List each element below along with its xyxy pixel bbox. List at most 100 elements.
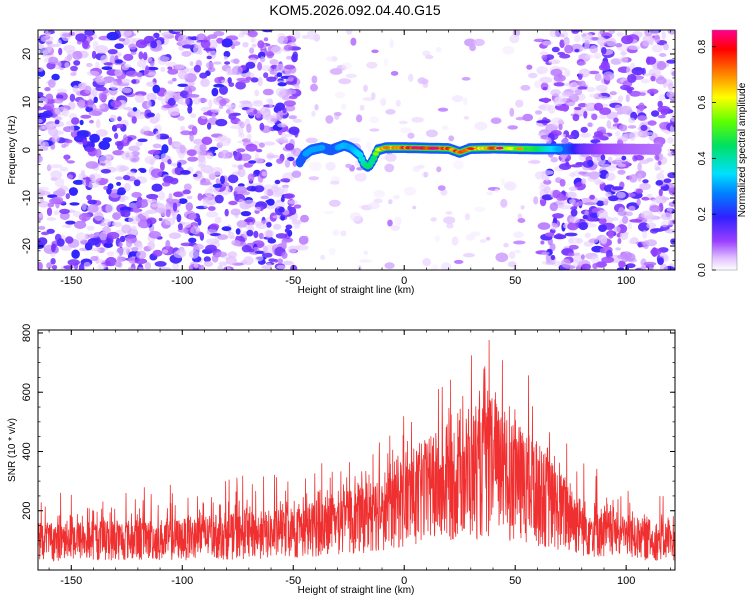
noise-blob <box>520 205 525 210</box>
noise-blob <box>288 115 297 120</box>
noise-blob <box>191 126 198 136</box>
noise-blob <box>474 206 486 212</box>
noise-blob <box>550 156 558 163</box>
noise-blob <box>38 67 44 72</box>
noise-blob <box>207 34 218 39</box>
noise-blob <box>217 234 229 240</box>
noise-blob <box>285 224 293 230</box>
snr-x-axis: -150 -100 -50 0 50 100 <box>48 330 671 587</box>
noise-blob <box>187 105 193 114</box>
noise-blob <box>262 245 268 254</box>
noise-blob <box>126 171 136 177</box>
noise-blob <box>54 119 60 125</box>
noise-blob <box>597 36 607 46</box>
noise-blob <box>581 263 592 270</box>
noise-blob <box>650 75 656 82</box>
noise-blob <box>587 159 594 167</box>
noise-blob <box>38 225 46 230</box>
noise-blob <box>657 115 666 119</box>
noise-blob <box>602 71 615 81</box>
noise-blob <box>474 121 488 131</box>
noise-blob <box>84 146 96 152</box>
noise-blob <box>311 75 318 84</box>
noise-blob <box>659 53 667 57</box>
noise-blob <box>173 250 186 259</box>
noise-blob <box>366 61 378 69</box>
noise-blob <box>172 202 178 212</box>
noise-blob <box>177 83 189 88</box>
noise-blob <box>246 229 254 237</box>
noise-blob <box>583 111 588 119</box>
noise-blob <box>245 143 258 152</box>
noise-blob <box>593 131 604 138</box>
spectrogram-y-label: Frequency (Hz) <box>7 116 18 185</box>
noise-blob <box>275 102 286 111</box>
noise-blob <box>215 118 228 127</box>
noise-blob <box>72 50 83 60</box>
noise-blob <box>536 120 550 124</box>
noise-blob <box>62 224 72 228</box>
noise-blob <box>114 132 119 139</box>
noise-blob <box>150 168 163 178</box>
noise-blob <box>281 240 287 249</box>
noise-blob <box>38 261 43 270</box>
noise-blob <box>643 261 657 266</box>
noise-blob <box>436 46 442 53</box>
noise-blob <box>165 61 177 67</box>
noise-blob <box>283 100 296 107</box>
noise-blob <box>128 145 140 152</box>
noise-blob <box>185 96 190 105</box>
noise-blob <box>549 30 560 38</box>
snr-series-line <box>38 339 675 562</box>
noise-blob <box>553 234 567 240</box>
noise-blob <box>288 126 300 136</box>
noise-blob <box>263 72 269 79</box>
noise-blob <box>188 213 197 220</box>
noise-blob <box>137 59 146 68</box>
noise-blob <box>235 228 241 235</box>
noise-blob <box>629 90 642 97</box>
noise-blob <box>199 181 212 186</box>
noise-blob <box>559 179 566 187</box>
noise-blob <box>283 193 295 200</box>
noise-blob <box>541 171 547 181</box>
noise-blob <box>618 124 628 132</box>
noise-blob <box>98 92 108 102</box>
noise-blob <box>453 160 464 170</box>
noise-blob <box>45 93 54 101</box>
noise-blob <box>67 174 74 180</box>
noise-blob <box>371 49 379 54</box>
noise-blob <box>248 160 257 164</box>
noise-blob <box>574 48 580 53</box>
noise-blob <box>51 134 60 143</box>
noise-blob <box>237 167 246 178</box>
noise-blob <box>160 67 166 72</box>
noise-blob <box>121 151 134 160</box>
noise-blob <box>95 119 101 129</box>
noise-blob <box>166 91 176 97</box>
noise-blob <box>159 161 165 171</box>
noise-blob <box>192 44 202 55</box>
noise-blob <box>637 162 642 172</box>
noise-blob <box>598 197 610 202</box>
snr-x-label: Height of straight line (km) <box>298 585 415 596</box>
noise-blob <box>636 188 643 194</box>
noise-blob <box>411 116 424 123</box>
noise-blob <box>238 199 245 206</box>
noise-blob <box>500 198 508 208</box>
noise-blob <box>117 255 123 264</box>
snr-y-axis: 200 400 600 800 <box>21 324 675 556</box>
noise-blob <box>557 51 566 56</box>
noise-blob <box>130 51 137 55</box>
noise-blob <box>387 219 393 227</box>
noise-blob <box>80 169 86 177</box>
noise-blob <box>517 213 523 220</box>
noise-blob <box>305 137 318 144</box>
noise-blob <box>157 56 170 62</box>
noise-blob <box>250 77 259 83</box>
noise-blob <box>328 247 336 256</box>
noise-blob <box>198 158 207 167</box>
noise-blob <box>119 197 126 203</box>
noise-blob <box>85 176 90 186</box>
noise-blob <box>647 120 657 126</box>
